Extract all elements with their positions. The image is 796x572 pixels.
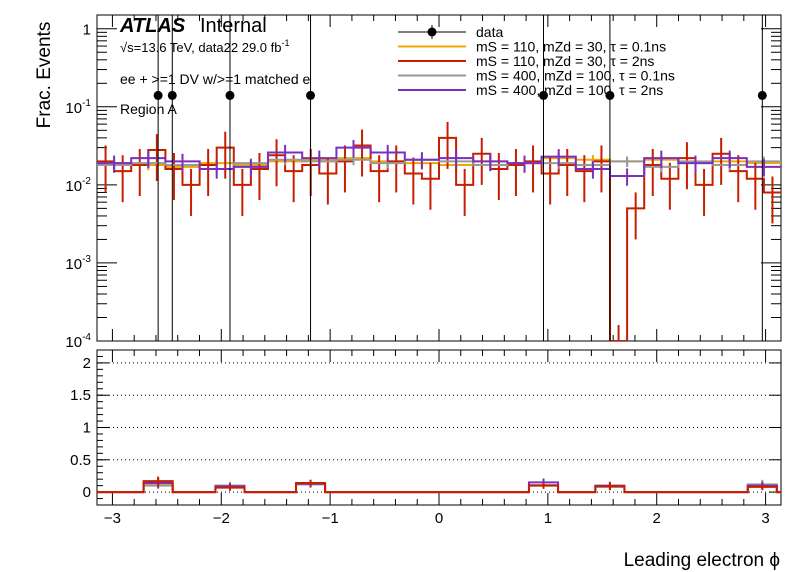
tick-base: 10 [65,334,82,351]
legend-s3-label: mS = 400, mZd = 100, τ = 0.1ns [476,68,675,84]
ratio-frame [96,349,782,506]
ratio-y-tick-label: 1 [83,420,91,437]
y-axis-title: Frac. Events [34,22,55,129]
ratio-series-s4-line [97,481,781,494]
region-label: Region A [120,101,177,117]
lumi-superscript: -1 [281,38,289,48]
ratio-panel: −3 −2 −1 0 1 2 3 0 0.5 1 1.5 2 [70,349,782,527]
selection-label: ee + >=1 DV w/>=1 matched e [120,71,311,87]
ratio-y-tick-label: 1.5 [70,387,91,404]
ratio-x-tick-label: 2 [653,510,661,527]
main-y-tick-label: 10-4 [65,332,91,351]
ratio-x-tick-label: 1 [544,510,552,527]
main-y-tick-label: 10-1 [65,98,91,117]
atlas-label: ATLAS [119,15,186,37]
tick-base: 10 [65,256,82,273]
ratio-y-tick-label: 0.5 [70,452,91,469]
energy-lumi-label: √s=13.6 TeV, data22 29.0 fb-1 [120,38,289,55]
legend-data-label: data [476,24,503,40]
legend-s4-label: mS = 400, mZd = 100, τ = 2ns [476,82,663,98]
ratio-x-tick-label: 0 [435,510,443,527]
data-point [153,90,163,100]
tick-exponent: -2 [82,176,91,187]
tick-base: 10 [65,100,82,117]
ratio-histograms [97,476,781,494]
ratio-series-s1-line [97,483,781,494]
ratio-y-tick-label: 0 [83,484,91,501]
ratio-y-tick-label: 2 [83,355,91,372]
legend-s2-label: mS = 110, mZd = 30, τ = 2ns [476,53,654,69]
ratio-x-tick-label: −3 [104,510,121,527]
ratio-x-tick-label: 3 [761,510,769,527]
x-axis-title: Leading electron ϕ [624,550,780,571]
tick-base: 10 [65,178,82,195]
main-histograms [97,15,781,341]
ratio-x-tick-label: −2 [213,510,230,527]
data-point [306,90,316,100]
legend-s1-label: mS = 110, mZd = 30, τ = 0.1ns [476,39,666,55]
data-point [167,90,177,100]
ratio-series-s2-line [97,480,781,494]
main-panel: 10-410-310-210-11 [65,14,782,351]
tick-exponent: -1 [82,98,91,109]
data-point [539,90,549,100]
tick-exponent: -4 [82,332,91,343]
legend-data-marker [427,27,437,37]
ratio-x-tick-label: −1 [322,510,339,527]
main-y-tick-label: 1 [83,22,91,39]
data-point [605,90,615,100]
ratio-series-s3-line [97,483,781,494]
main-y-tick-label: 10-2 [65,176,91,195]
energy-text: √s=13.6 TeV, data22 29.0 fb [120,40,281,55]
data-point [225,90,235,100]
main-y-tick-label: 10-3 [65,254,91,273]
internal-label: Internal [200,15,267,37]
data-point [757,90,767,100]
tick-exponent: -3 [82,254,91,265]
